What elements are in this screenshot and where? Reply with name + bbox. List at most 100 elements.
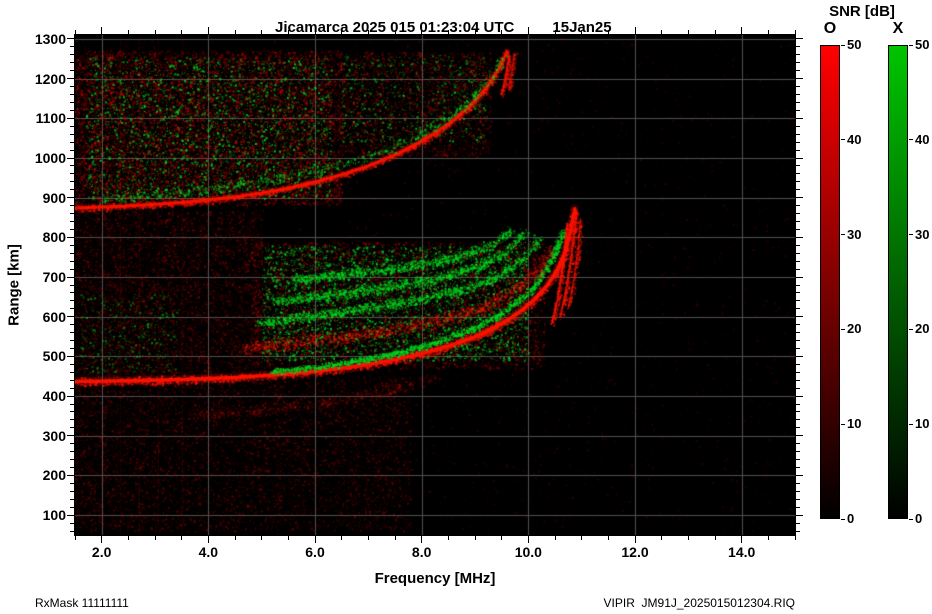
- y-minor-tick: [70, 403, 74, 405]
- colorbar-o-tick-label: 0: [847, 511, 855, 526]
- x-tick-label: 12.0: [621, 544, 649, 560]
- y-minor-tick-right: [796, 506, 800, 508]
- y-minor-tick-right: [796, 125, 800, 127]
- y-major-tick-right: [796, 435, 803, 437]
- y-minor-tick: [70, 173, 74, 175]
- y-major-tick: [67, 474, 74, 476]
- x-minor-tick-top: [554, 30, 556, 34]
- y-minor-tick-right: [796, 363, 800, 365]
- x-minor-tick: [581, 536, 583, 540]
- y-minor-tick-right: [796, 86, 800, 88]
- y-minor-tick: [70, 411, 74, 413]
- y-tick-label: 700: [42, 269, 66, 286]
- y-minor-tick: [70, 347, 74, 349]
- y-minor-tick-right: [796, 94, 800, 96]
- y-minor-tick: [70, 165, 74, 167]
- y-minor-tick-right: [796, 149, 800, 151]
- x-major-tick: [207, 536, 209, 543]
- y-minor-tick: [70, 54, 74, 56]
- y-minor-tick: [70, 284, 74, 286]
- y-major-tick: [67, 514, 74, 516]
- colorbar-o-tick: [841, 423, 845, 425]
- y-minor-tick: [70, 324, 74, 326]
- y-tick-label: 100: [42, 507, 66, 524]
- x-minor-tick: [474, 536, 476, 540]
- y-minor-tick-right: [796, 371, 800, 373]
- x-minor-tick: [447, 536, 449, 540]
- colorbar-x-tick: [909, 44, 913, 46]
- y-major-tick-right: [796, 276, 803, 278]
- y-minor-tick-right: [796, 141, 800, 143]
- x-minor-tick: [714, 536, 716, 540]
- colorbar-x-tick-label: 30: [915, 226, 930, 242]
- y-minor-tick: [70, 300, 74, 302]
- colorbar-x-tick: [909, 139, 913, 141]
- colorbar-x-tick-label: 20: [915, 321, 930, 337]
- y-minor-tick: [70, 181, 74, 183]
- y-minor-tick: [70, 308, 74, 310]
- y-minor-tick: [70, 459, 74, 461]
- y-major-tick: [67, 395, 74, 397]
- x-minor-tick-top: [447, 30, 449, 34]
- x-minor-tick: [341, 536, 343, 540]
- y-minor-tick-right: [796, 165, 800, 167]
- y-major-tick-right: [796, 157, 803, 159]
- colorbar-o-tick: [841, 139, 845, 141]
- y-minor-tick-right: [796, 340, 800, 342]
- x-major-tick-top: [314, 27, 316, 34]
- y-minor-tick-right: [796, 62, 800, 64]
- y-tick-label: 1100: [35, 110, 66, 127]
- x-major-tick-top: [207, 27, 209, 34]
- rxmask-label: RxMask 11111111: [35, 596, 129, 610]
- y-minor-tick-right: [796, 403, 800, 405]
- y-minor-tick-right: [796, 467, 800, 469]
- x-tick-label: 14.0: [728, 544, 756, 560]
- colorbar-o-label: O: [823, 20, 837, 37]
- y-minor-tick: [70, 213, 74, 215]
- y-minor-tick-right: [796, 46, 800, 48]
- x-tick-label: 10.0: [514, 544, 542, 560]
- y-tick-label: 300: [42, 427, 66, 444]
- x-minor-tick: [74, 536, 76, 540]
- y-minor-tick-right: [796, 181, 800, 183]
- y-major-tick: [67, 316, 74, 318]
- y-minor-tick-right: [796, 189, 800, 191]
- y-major-tick-right: [796, 316, 803, 318]
- x-minor-tick-top: [394, 30, 396, 34]
- y-major-tick: [67, 38, 74, 40]
- x-minor-tick-top: [607, 30, 609, 34]
- y-major-tick: [67, 236, 74, 238]
- y-minor-tick-right: [796, 459, 800, 461]
- y-major-tick: [67, 355, 74, 357]
- y-minor-tick: [70, 482, 74, 484]
- x-major-tick: [101, 536, 103, 543]
- y-minor-tick: [70, 86, 74, 88]
- y-minor-tick-right: [796, 213, 800, 215]
- y-minor-tick: [70, 205, 74, 207]
- y-minor-tick: [70, 252, 74, 254]
- colorbar-o-gradient: [820, 45, 840, 519]
- colorbar-o-tick-label: 30: [847, 226, 862, 242]
- y-minor-tick: [70, 443, 74, 445]
- y-minor-tick-right: [796, 522, 800, 524]
- y-minor-tick: [70, 427, 74, 429]
- y-minor-tick: [70, 387, 74, 389]
- y-major-tick-right: [796, 38, 803, 40]
- y-minor-tick-right: [796, 490, 800, 492]
- y-minor-tick: [70, 506, 74, 508]
- y-minor-tick-right: [796, 268, 800, 270]
- y-minor-tick-right: [796, 324, 800, 326]
- x-minor-tick: [767, 536, 769, 540]
- x-minor-tick-top: [261, 30, 263, 34]
- x-minor-tick: [607, 536, 609, 540]
- y-minor-tick: [70, 101, 74, 103]
- y-minor-tick-right: [796, 244, 800, 246]
- x-minor-tick-top: [661, 30, 663, 34]
- x-minor-tick-top: [367, 30, 369, 34]
- y-tick-label: 500: [42, 348, 66, 365]
- x-minor-tick-top: [287, 30, 289, 34]
- y-minor-tick: [70, 371, 74, 373]
- x-major-tick: [314, 536, 316, 543]
- x-minor-tick: [661, 536, 663, 540]
